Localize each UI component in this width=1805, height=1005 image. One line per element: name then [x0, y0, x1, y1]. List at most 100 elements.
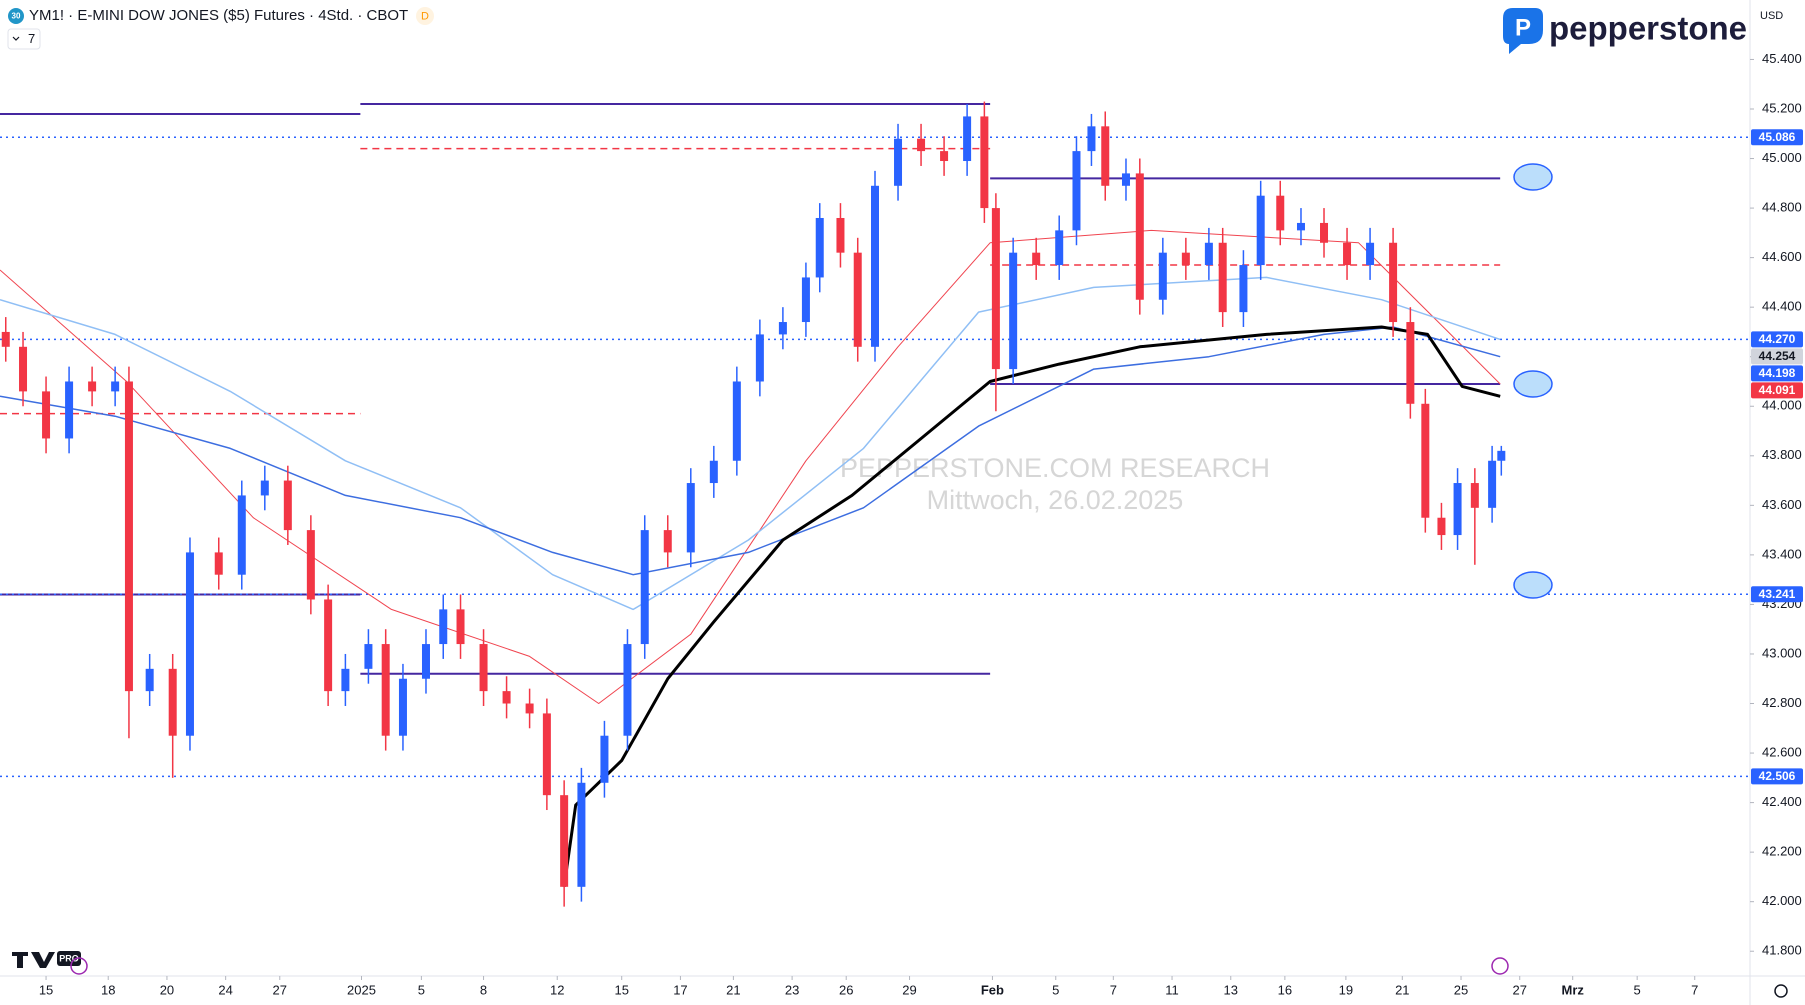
price-tag [1751, 365, 1803, 382]
x-tick-label: 21 [726, 982, 740, 997]
watermark: PEPPERSTONE.COM RESEARCH [840, 453, 1270, 483]
candle-body [283, 480, 292, 531]
event-icon[interactable] [1491, 957, 1509, 975]
x-tick-label: 27 [1513, 982, 1527, 997]
level-marker [1513, 571, 1553, 599]
x-tick-label: Mrz [1562, 982, 1585, 997]
x-tick-label: 15 [614, 982, 628, 997]
y-tick-label: 42.400 [1762, 794, 1802, 809]
x-tick-label: 29 [902, 982, 916, 997]
price-tag-label: 44.270 [1759, 332, 1796, 346]
candle-body [1389, 242, 1398, 323]
price-tag-label: 42.506 [1759, 769, 1796, 783]
candle-body [364, 644, 373, 669]
candle-body [398, 678, 407, 736]
y-tick-label: 43.400 [1762, 546, 1802, 561]
price-tag [1751, 586, 1803, 603]
symbol-icon-text: 30 [12, 12, 21, 21]
candle-body [65, 381, 74, 439]
candle-body [917, 138, 926, 152]
currency[interactable]: USD [1760, 10, 1783, 22]
price-tag [1751, 382, 1803, 399]
candle-body [1135, 173, 1144, 300]
candle-body [871, 185, 879, 347]
badge [416, 7, 434, 25]
candle-body [1256, 195, 1265, 266]
candle-body [940, 151, 949, 162]
event-icon[interactable] [70, 957, 88, 975]
y-tick-label: 42.800 [1762, 695, 1802, 710]
x-tick-label: Feb [981, 982, 1004, 997]
y-tick-label: 42.200 [1762, 844, 1802, 859]
x-tick-label: 26 [839, 982, 853, 997]
candle-body [1032, 252, 1041, 266]
price-tag [1751, 348, 1803, 365]
y-tick-label: 43.000 [1762, 645, 1802, 660]
price-tag [1751, 768, 1803, 785]
y-tick-label: 45.200 [1762, 100, 1802, 115]
candle-body [145, 668, 154, 692]
candle-body [525, 703, 534, 714]
candle-body [456, 609, 465, 645]
candle-body [168, 668, 177, 736]
price-tag [1751, 331, 1803, 348]
candle-body [439, 609, 448, 645]
x-tick-label: 19 [1339, 982, 1353, 997]
candle-body [980, 116, 989, 209]
candle-body [1437, 517, 1446, 536]
candle-body [1181, 252, 1190, 266]
x-tick-label: 7 [1691, 982, 1698, 997]
brand-logo-glyph: P [1515, 14, 1531, 41]
candle-body [1343, 242, 1352, 266]
x-tick-label: 17 [673, 982, 687, 997]
candle-body [42, 391, 51, 439]
level-marker [1513, 163, 1553, 191]
price-tag-label: 44.254 [1759, 349, 1796, 363]
candle-body [421, 644, 430, 679]
candle-body [755, 334, 764, 382]
y-tick-label: 42.000 [1762, 893, 1802, 908]
candle-body [709, 460, 718, 484]
y-tick-label: 42.600 [1762, 744, 1802, 759]
y-tick-label: 44.600 [1762, 249, 1802, 264]
symbol-icon [8, 8, 24, 24]
candle-body [479, 644, 488, 692]
candle-body [542, 713, 551, 796]
x-tick-label: 27 [273, 982, 287, 997]
candle-body [1, 331, 10, 347]
y-tick-label: 45.400 [1762, 51, 1802, 66]
candle-body [663, 530, 672, 553]
candle-body [1488, 460, 1497, 508]
y-tick-label: 43.600 [1762, 497, 1802, 512]
price-tag-label: 45.086 [1759, 130, 1796, 144]
x-tick-label: 18 [101, 982, 115, 997]
indicator-line [562, 325, 1501, 888]
x-tick-label: 15 [39, 982, 53, 997]
indicator-toggle[interactable] [7, 28, 41, 50]
candle-body [1406, 322, 1415, 404]
candle-body [732, 381, 741, 461]
chart-title[interactable]: YM1! · E-MINI DOW JONES ($5) Futures · 4… [29, 7, 408, 24]
y-tick-label: 45.000 [1762, 150, 1802, 165]
indicator-line [0, 276, 1501, 611]
plot-area: PEPPERSTONE.COM RESEARCH Mittwoch, 26.02… [0, 101, 1750, 907]
candle-body [237, 495, 246, 575]
candle-body [1204, 242, 1213, 266]
candle-body [1453, 483, 1462, 536]
y-tick-label: 43.800 [1762, 447, 1802, 462]
candle-body [1470, 483, 1479, 508]
candle-body [1055, 230, 1064, 266]
candle-body [853, 252, 862, 347]
candle-body [124, 381, 133, 692]
y-tick-label: 44.000 [1762, 398, 1802, 413]
x-tick-label: 24 [218, 982, 232, 997]
x-tick-label: 11 [1165, 982, 1179, 997]
settings-icon[interactable] [1774, 984, 1788, 998]
price-tag-label: 44.091 [1759, 383, 1796, 397]
y-tick-label: 44.800 [1762, 200, 1802, 215]
candle-body [623, 644, 632, 736]
price-tag [1751, 129, 1803, 146]
candle-body [600, 735, 609, 783]
candle-body [19, 346, 28, 392]
